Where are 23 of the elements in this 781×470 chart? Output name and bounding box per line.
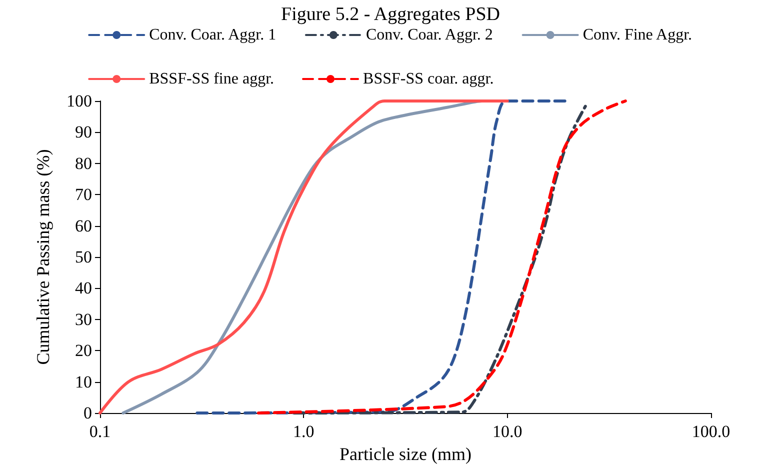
x-tick-label: 10.0 — [492, 422, 522, 441]
y-tick-label: 50 — [75, 248, 92, 266]
x-tick-label: 1.0 — [293, 422, 314, 441]
x-tick-label: 100.0 — [692, 422, 730, 441]
y-tick-label: 0 — [84, 404, 92, 422]
legend-label: Conv. Coar. Aggr. 1 — [149, 26, 276, 44]
y-tick-label: 70 — [75, 185, 92, 204]
y-tick-label: 100 — [66, 92, 92, 110]
y-tick-label: 90 — [75, 122, 92, 142]
y-tick-label: 40 — [75, 278, 92, 298]
y-tick-label: 20 — [75, 341, 92, 360]
y-tick-label: 80 — [75, 154, 92, 173]
x-tick-label: 0.1 — [89, 422, 111, 441]
x-axis-title: Particle size (mm) — [340, 444, 472, 464]
legend-label: Conv. Fine Aggr. — [582, 26, 692, 44]
legend-label: Conv. Coar. Aggr. 2 — [366, 26, 493, 44]
y-tick-label: 10 — [75, 372, 92, 392]
y-tick-label: 30 — [75, 310, 92, 329]
legend-label: BSSF-SS fine aggr. — [149, 70, 274, 88]
legend-label: BSSF-SS coar. aggr. — [363, 70, 494, 88]
y-tick-label: 60 — [75, 216, 92, 236]
y-axis-title: Cumulative Passing mass (%) — [33, 149, 53, 365]
chart-title: Figure 5.2 - Aggregates PSD — [280, 4, 500, 25]
